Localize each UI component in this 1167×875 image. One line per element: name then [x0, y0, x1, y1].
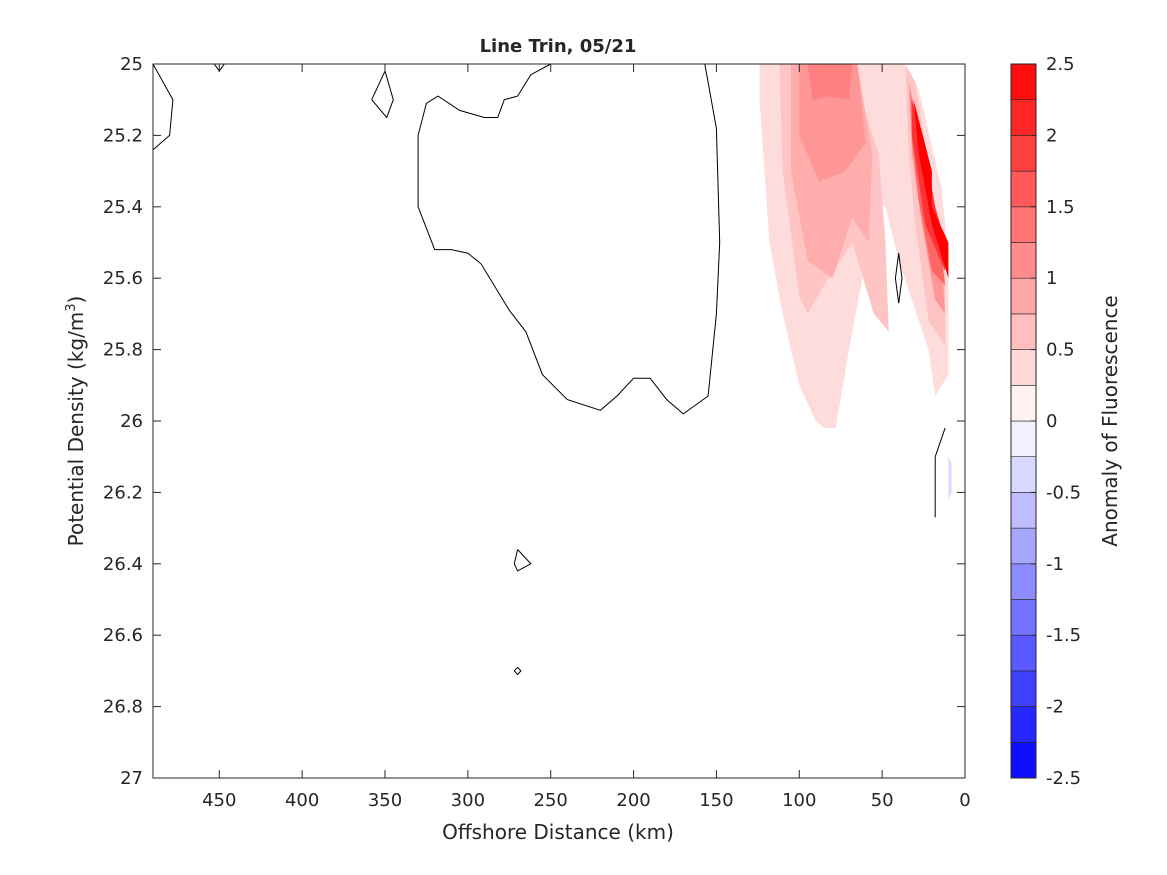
y-axis-ticks: 25 25.2 25.4 25.6 25.8 26 26.2 26.4 26.6 26.8 27	[103, 54, 965, 789]
colorbar-band	[1010, 242, 1037, 279]
zero-contour-5	[934, 427, 946, 518]
x-tick-label: 150	[699, 790, 733, 811]
colorbar-band	[1010, 456, 1037, 493]
chart-title: Line Trin, 05/21	[480, 36, 637, 57]
colorbar-band	[1010, 599, 1037, 636]
zero-contour-3	[417, 63, 721, 415]
colorbar-tick-label: -2.5	[1046, 768, 1081, 789]
y-tick-label: 25	[120, 54, 143, 75]
zero-contour-0	[152, 63, 174, 151]
y-tick-label: 26.4	[103, 554, 143, 575]
colorbar-band	[1010, 563, 1037, 600]
colorbar-band	[1010, 170, 1037, 208]
anomaly-fill-layer	[759, 64, 952, 500]
anomaly-region-9	[913, 99, 949, 279]
anomaly-region-10	[948, 456, 952, 500]
x-tick-label: 250	[534, 790, 568, 811]
x-axis-ticks: 450 400 350 300 250 200 150 100 50 0	[202, 64, 971, 811]
x-tick-label: 0	[959, 790, 970, 811]
x-axis-label: Offshore Distance (km)	[442, 820, 674, 844]
colorbar-band	[1010, 741, 1037, 779]
colorbar-band	[1010, 670, 1037, 707]
zero-contour-4	[894, 253, 903, 304]
zero-contour-layer	[152, 63, 946, 676]
x-tick-label: 300	[451, 790, 485, 811]
colorbar-tick-label: 0.5	[1046, 340, 1075, 361]
x-tick-label: 450	[202, 790, 236, 811]
y-axis-label: Potential Density (kg/m3)	[64, 296, 88, 547]
colorbar-band	[1010, 384, 1037, 422]
anomaly-region-4	[807, 64, 853, 100]
x-tick-label: 100	[782, 790, 816, 811]
zero-contour-7	[513, 666, 522, 676]
y-tick-label: 25.2	[103, 125, 143, 146]
colorbar-band	[1010, 349, 1037, 386]
y-tick-label: 26.6	[103, 625, 143, 646]
colorbar-band	[1010, 492, 1037, 529]
colorbar-band	[1010, 527, 1037, 565]
x-tick-label: 50	[871, 790, 894, 811]
colorbar-tick-label: 1.5	[1046, 197, 1075, 218]
colorbar-band	[1010, 206, 1037, 243]
y-tick-label: 25.8	[103, 340, 143, 361]
colorbar-tick-label: 2.5	[1046, 54, 1075, 75]
colorbar-tick-label: 1	[1046, 268, 1057, 289]
colorbar-band	[1010, 420, 1037, 458]
colorbar-band	[1010, 313, 1037, 350]
colorbar-tick-label: 0	[1046, 411, 1057, 432]
y-axis-label-main: Potential Density (kg/m	[64, 312, 88, 547]
colorbar-tick-label: -2	[1046, 697, 1064, 718]
colorbar-band	[1010, 634, 1037, 672]
colorbar: 2.5 2 1.5 1 0.5 0 -0.5 -1 -1.5 -2 -2.5	[1010, 54, 1081, 789]
zero-contour-2	[371, 69, 394, 119]
colorbar-ticks: 2.5 2 1.5 1 0.5 0 -0.5 -1 -1.5 -2 -2.5	[1031, 54, 1081, 789]
colorbar-tick-label: 2	[1046, 125, 1057, 146]
colorbar-band	[1010, 277, 1037, 315]
colorbar-tick-label: -0.5	[1046, 482, 1081, 503]
colorbar-bands	[1010, 63, 1037, 779]
y-axis-label-close: )	[64, 296, 88, 304]
y-tick-label: 26	[120, 411, 143, 432]
colorbar-band	[1010, 63, 1037, 101]
x-tick-label: 350	[368, 790, 402, 811]
y-tick-label: 25.4	[103, 197, 143, 218]
colorbar-tick-label: -1	[1046, 554, 1064, 575]
colorbar-label: Anomaly of Fluorescence	[1098, 295, 1122, 546]
zero-contour-6	[513, 549, 532, 572]
plot-area: 450 400 350 300 250 200 150 100 50 0 2525.225.425…	[103, 54, 971, 811]
x-tick-label: 200	[616, 790, 650, 811]
y-tick-label: 27	[120, 768, 143, 789]
colorbar-band	[1010, 99, 1037, 136]
y-tick-label: 25.6	[103, 268, 143, 289]
y-tick-label: 26.8	[103, 697, 143, 718]
colorbar-tick-label: -1.5	[1046, 625, 1081, 646]
colorbar-band	[1010, 706, 1037, 743]
y-tick-label: 26.2	[103, 482, 143, 503]
colorbar-band	[1010, 135, 1037, 172]
x-tick-label: 400	[285, 790, 319, 811]
y-axis-label-superscript: 3	[64, 303, 79, 311]
